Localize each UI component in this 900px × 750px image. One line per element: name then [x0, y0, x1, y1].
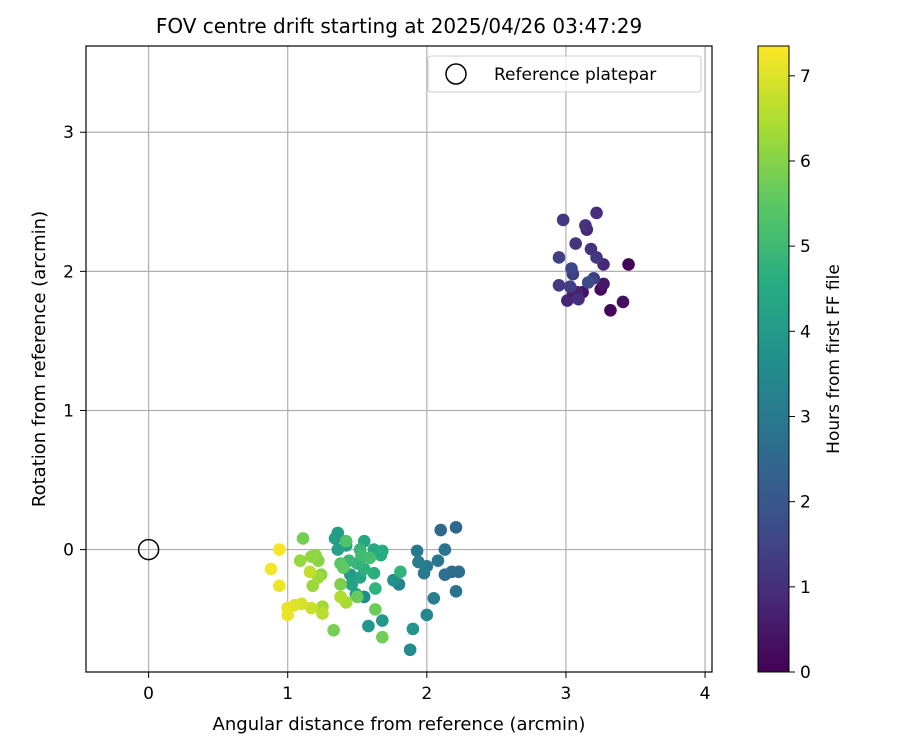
reference-platepar-marker [137, 538, 160, 561]
data-point [345, 578, 359, 591]
data-point [316, 607, 329, 620]
chart-title: FOV centre drift starting at 2025/04/26 … [156, 14, 642, 38]
data-point [334, 578, 347, 591]
data-point [376, 630, 389, 644]
data-point [339, 534, 353, 548]
data-point [590, 251, 603, 264]
data-point [296, 532, 310, 545]
x-tick-label: 0 [143, 684, 154, 704]
colorbar-label: Hours from first FF file [824, 264, 844, 454]
grid-lines [86, 46, 712, 672]
colorbar-tick-label: 2 [800, 493, 811, 513]
legend-label-reference: Reference platepar [494, 65, 656, 85]
data-point [367, 566, 381, 580]
data-point [406, 622, 420, 636]
data-point [420, 608, 434, 622]
x-tick-label: 4 [700, 684, 711, 704]
data-point [362, 619, 375, 633]
data-point [337, 561, 350, 574]
data-point [293, 554, 307, 568]
colorbar-tick-label: 3 [800, 407, 811, 427]
data-points [264, 206, 635, 657]
data-point [334, 590, 347, 604]
colorbar-tick-label: 6 [800, 152, 811, 172]
data-point [438, 543, 452, 556]
data-point [569, 237, 582, 250]
data-point [273, 543, 286, 556]
y-tick-label: 1 [63, 401, 74, 421]
data-point [374, 548, 388, 562]
data-point [556, 213, 570, 227]
data-point [597, 277, 610, 291]
data-point [327, 623, 340, 637]
data-point [350, 590, 364, 604]
data-point [412, 555, 425, 569]
data-point [431, 554, 445, 568]
colorbar-tick-label: 4 [800, 322, 811, 342]
data-point [369, 603, 382, 616]
data-point [572, 292, 585, 306]
colorbar: 0 1 2 3 4 5 6 7 Hours from first FF file [757, 45, 844, 683]
data-point [387, 573, 400, 587]
x-tick-label: 3 [561, 684, 572, 704]
x-axis-ticks: 0 1 2 3 4 [143, 672, 710, 704]
data-point [331, 543, 345, 556]
data-point [616, 295, 630, 309]
data-point [305, 601, 318, 615]
data-point [376, 614, 389, 627]
data-point [369, 582, 382, 595]
data-point [449, 521, 463, 534]
y-tick-label: 0 [63, 541, 74, 561]
data-point [427, 591, 441, 605]
data-point [281, 608, 295, 622]
data-point [563, 280, 577, 293]
legend: Reference platepar [427, 55, 702, 93]
colorbar-tick-label: 5 [800, 237, 811, 257]
data-point [303, 565, 317, 579]
x-axis-label: Angular distance from reference (arcmin) [213, 714, 586, 735]
plot-frame [85, 45, 713, 673]
data-point [604, 304, 617, 317]
reference-marker-layer [137, 538, 160, 561]
data-point [561, 294, 574, 307]
x-tick-label: 2 [421, 684, 432, 704]
colorbar-tick-label: 7 [800, 67, 811, 87]
data-point [394, 565, 407, 579]
data-point [410, 544, 424, 558]
x-tick-label: 1 [282, 684, 293, 704]
data-point [328, 532, 342, 545]
y-axis-ticks: 0 1 2 3 [63, 123, 86, 561]
data-point [403, 643, 417, 657]
data-point [273, 579, 286, 593]
y-tick-label: 3 [63, 123, 74, 143]
data-point [264, 562, 278, 576]
y-tick-label: 2 [63, 262, 74, 282]
data-point [590, 206, 603, 220]
legend-marker-reference [445, 63, 467, 85]
data-point [552, 251, 566, 264]
y-axis-label: Rotation from reference (arcmin) [29, 211, 50, 507]
data-point [565, 262, 578, 275]
data-point [438, 568, 452, 581]
colorbar-ticks: 0 1 2 3 4 5 6 7 [789, 67, 811, 683]
data-point [363, 551, 377, 565]
data-point [449, 585, 463, 598]
data-point [305, 550, 318, 563]
legend-box [427, 55, 702, 93]
colorbar-tick-label: 0 [800, 663, 811, 683]
data-point [581, 276, 595, 289]
data-point [579, 219, 592, 232]
colorbar-tick-label: 1 [800, 578, 811, 598]
colorbar-gradient [757, 45, 790, 673]
data-point [622, 258, 635, 271]
data-point [434, 523, 448, 537]
data-point [552, 278, 566, 292]
